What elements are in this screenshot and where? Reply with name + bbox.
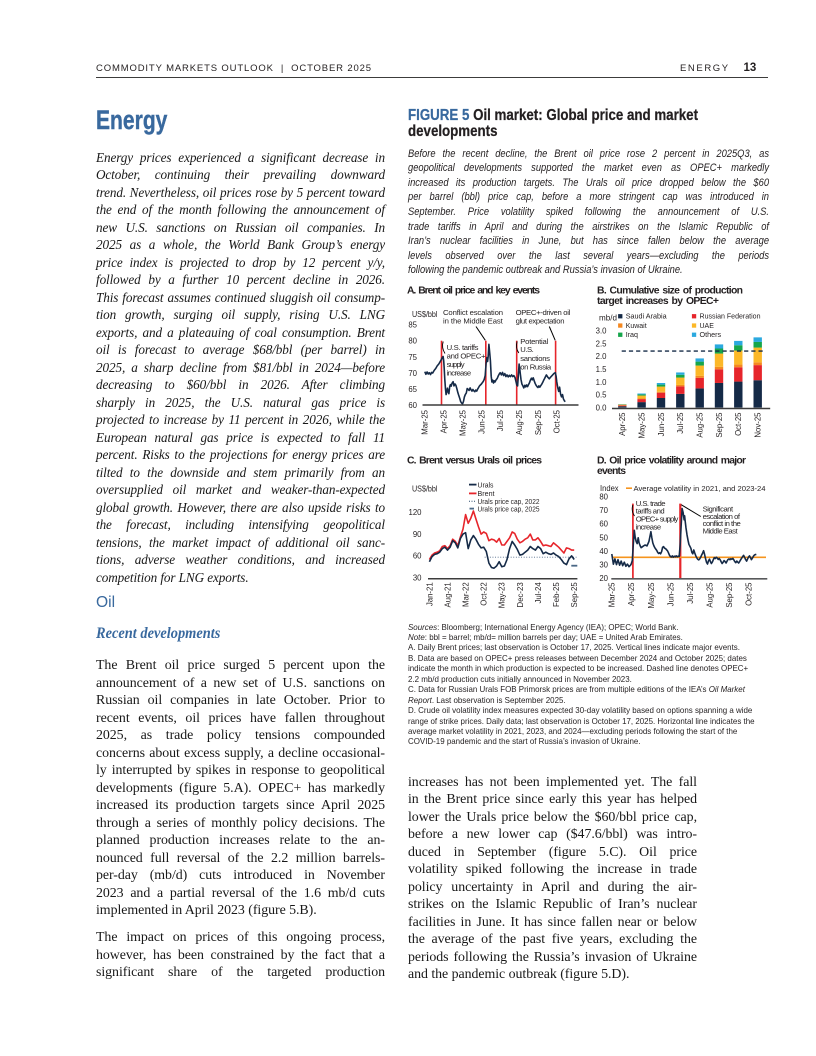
- svg-text:Apr-25: Apr-25: [627, 582, 636, 606]
- svg-text:escalation of: escalation of: [703, 512, 741, 521]
- svg-text:Jun-25: Jun-25: [657, 412, 666, 437]
- svg-text:Oct-22: Oct-22: [480, 582, 489, 605]
- svg-text:on Russia: on Russia: [520, 362, 552, 371]
- svg-text:Aug-25: Aug-25: [515, 409, 524, 435]
- svg-text:B. Cumulative size of producti: B. Cumulative size of production: [597, 285, 743, 296]
- svg-text:glut expectation: glut expectation: [516, 316, 565, 325]
- svg-text:Jul-25: Jul-25: [496, 409, 505, 431]
- svg-text:sanctions: sanctions: [520, 354, 550, 363]
- svg-text:90: 90: [413, 530, 422, 539]
- svg-text:Saudi Arabia: Saudi Arabia: [626, 312, 668, 321]
- svg-text:80: 80: [599, 493, 608, 502]
- svg-text:Urals: Urals: [478, 480, 494, 489]
- svg-text:Conflict escalation: Conflict escalation: [443, 308, 503, 317]
- svg-text:50: 50: [599, 533, 608, 542]
- svg-text:supply: supply: [447, 360, 465, 369]
- svg-text:in the Middle East: in the Middle East: [443, 316, 504, 325]
- svg-text:Oct-25: Oct-25: [734, 412, 743, 436]
- svg-text:Apr-25: Apr-25: [618, 412, 627, 436]
- svg-text:Average volatility in 2021, an: Average volatility in 2021, and 2023-24: [634, 484, 767, 493]
- svg-text:20: 20: [599, 574, 608, 583]
- svg-text:OPEC+-driven oil: OPEC+-driven oil: [516, 308, 571, 317]
- svg-text:30: 30: [599, 560, 608, 569]
- svg-text:Dec-23: Dec-23: [516, 582, 525, 607]
- svg-text:75: 75: [408, 353, 417, 362]
- svg-text:Sep-25: Sep-25: [570, 582, 579, 608]
- svg-text:target increases by OPEC+: target increases by OPEC+: [597, 296, 719, 307]
- svg-text:mb/d: mb/d: [599, 314, 617, 323]
- svg-text:Apr-25: Apr-25: [440, 409, 449, 433]
- svg-text:conflict in the: conflict in the: [703, 519, 741, 528]
- svg-text:70: 70: [599, 506, 608, 515]
- svg-text:Mar-22: Mar-22: [462, 582, 471, 607]
- svg-text:40: 40: [599, 547, 608, 556]
- svg-text:May-25: May-25: [458, 409, 467, 436]
- svg-text:Others: Others: [700, 330, 722, 339]
- svg-text:Aug-25: Aug-25: [705, 582, 714, 608]
- svg-text:Feb-25: Feb-25: [552, 582, 561, 607]
- svg-text:Jul-24: Jul-24: [534, 582, 543, 604]
- svg-text:30: 30: [413, 573, 422, 582]
- svg-text:U.S. tariffs: U.S. tariffs: [447, 343, 479, 352]
- svg-text:Oct-25: Oct-25: [744, 582, 753, 606]
- svg-text:May-25: May-25: [647, 582, 656, 609]
- svg-text:May-23: May-23: [498, 582, 507, 608]
- svg-text:C. Brent versus Urals oil pric: C. Brent versus Urals oil prices: [407, 455, 542, 466]
- svg-text:U.S.: U.S.: [520, 345, 534, 354]
- svg-text:Jul-25: Jul-25: [676, 412, 685, 434]
- svg-text:Aug-25: Aug-25: [696, 412, 705, 438]
- svg-text:0.0: 0.0: [596, 403, 608, 412]
- svg-text:D. Oil price volatility around: D. Oil price volatility around major: [597, 455, 746, 466]
- svg-text:3.0: 3.0: [596, 327, 608, 336]
- svg-text:120: 120: [408, 508, 422, 517]
- svg-text:US$/bbl: US$/bbl: [412, 485, 438, 494]
- svg-text:Mar-25: Mar-25: [608, 582, 617, 607]
- svg-text:0.5: 0.5: [596, 391, 608, 400]
- svg-text:Sep-25: Sep-25: [725, 582, 734, 608]
- svg-text:Middle East: Middle East: [703, 527, 739, 536]
- svg-text:1.5: 1.5: [596, 365, 608, 374]
- svg-text:Jun-25: Jun-25: [666, 582, 675, 607]
- svg-text:US$/bbl: US$/bbl: [412, 310, 438, 319]
- svg-text:85: 85: [408, 320, 417, 329]
- svg-text:60: 60: [413, 552, 422, 561]
- svg-text:Oct-25: Oct-25: [553, 409, 562, 433]
- svg-text:OPEC+ supply: OPEC+ supply: [636, 515, 679, 524]
- svg-text:Jan-21: Jan-21: [425, 582, 434, 606]
- svg-text:2.0: 2.0: [596, 352, 608, 361]
- svg-text:2.5: 2.5: [596, 339, 608, 348]
- svg-text:1.0: 1.0: [596, 378, 608, 387]
- svg-text:Russian Federation: Russian Federation: [700, 312, 761, 321]
- svg-text:Kuwait: Kuwait: [626, 321, 648, 330]
- svg-text:increase: increase: [636, 522, 661, 531]
- svg-text:May-25: May-25: [638, 412, 647, 439]
- svg-text:events: events: [597, 466, 626, 477]
- svg-text:60: 60: [599, 520, 608, 529]
- svg-text:increase: increase: [447, 369, 472, 378]
- svg-text:tariffs and: tariffs and: [636, 507, 665, 516]
- svg-text:80: 80: [408, 337, 417, 346]
- svg-text:Iraq: Iraq: [626, 330, 638, 339]
- svg-text:Jun-25: Jun-25: [477, 409, 486, 434]
- svg-text:Index: Index: [600, 484, 619, 493]
- svg-text:Aug-21: Aug-21: [443, 582, 452, 607]
- svg-text:Potential: Potential: [520, 337, 548, 346]
- svg-text:65: 65: [408, 385, 417, 394]
- svg-text:70: 70: [408, 369, 417, 378]
- svg-text:Jul-25: Jul-25: [686, 582, 695, 604]
- svg-text:60: 60: [408, 401, 417, 410]
- svg-text:Brent: Brent: [478, 489, 496, 498]
- svg-text:Mar-25: Mar-25: [421, 409, 430, 434]
- svg-text:Significant: Significant: [703, 504, 734, 513]
- svg-text:Sep-25: Sep-25: [715, 412, 724, 438]
- svg-text:and OPEC+: and OPEC+: [447, 352, 486, 361]
- svg-text:UAE: UAE: [700, 321, 714, 330]
- svg-text:A. Brent oil price and key eve: A. Brent oil price and key events: [407, 285, 540, 296]
- svg-text:U.S. trade: U.S. trade: [636, 499, 666, 508]
- svg-text:Urals price cap, 2025: Urals price cap, 2025: [478, 504, 540, 513]
- svg-text:Nov-25: Nov-25: [754, 412, 763, 438]
- svg-text:Urals price cap, 2022: Urals price cap, 2022: [478, 497, 540, 506]
- svg-text:Sep-25: Sep-25: [534, 409, 543, 435]
